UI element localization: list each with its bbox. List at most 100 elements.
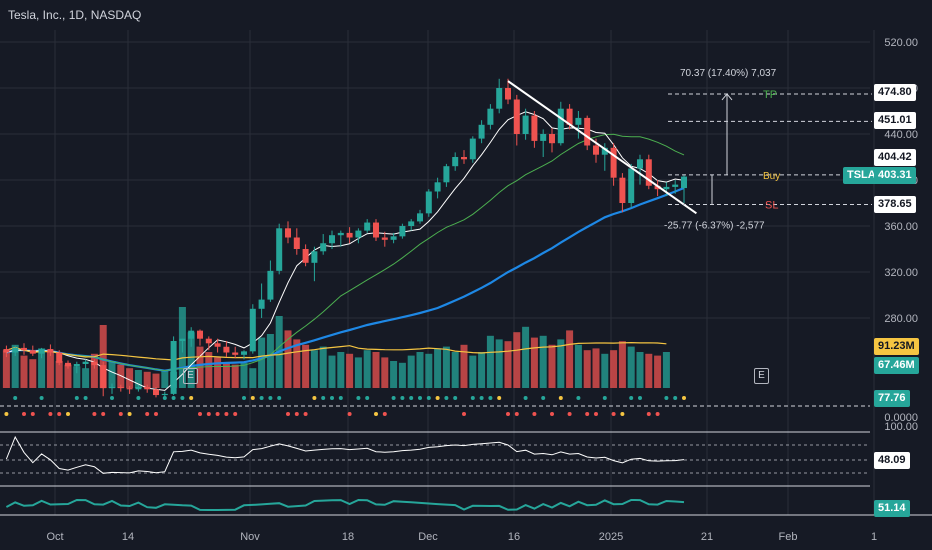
volume-bar xyxy=(337,352,345,388)
candle-body xyxy=(540,134,547,141)
volume-bar xyxy=(381,357,389,388)
candle-body xyxy=(575,117,582,125)
candle-body xyxy=(637,159,643,169)
signal-dot xyxy=(365,396,370,400)
candle-body xyxy=(513,99,520,134)
volume-bar xyxy=(99,325,107,388)
candle-body xyxy=(249,308,256,352)
volume-bar xyxy=(346,353,354,388)
earnings-marker[interactable]: E xyxy=(183,368,198,384)
candle-body xyxy=(337,232,344,236)
price-badge-tp: 474.80 xyxy=(874,84,916,101)
candle-body xyxy=(109,387,115,389)
price-tick-label: 360.00 xyxy=(884,221,918,233)
volume-bar xyxy=(143,371,151,388)
volume-bar xyxy=(214,357,222,388)
current-price-badge: 403.31 xyxy=(874,167,916,184)
candle-body xyxy=(311,251,318,263)
signal-dot xyxy=(22,412,26,416)
candle-body xyxy=(346,232,353,238)
candle-body xyxy=(21,347,27,351)
signal-dot xyxy=(673,396,678,400)
volume-bar xyxy=(495,339,503,388)
signal-dot xyxy=(523,396,528,400)
signal-dot xyxy=(154,412,158,416)
candle-body xyxy=(408,221,415,226)
candle-body xyxy=(593,145,599,155)
volume-bar xyxy=(442,346,450,388)
candle-body xyxy=(91,361,98,366)
signal-dot xyxy=(567,412,572,416)
volume-bar xyxy=(557,339,565,388)
earnings-marker-upcoming[interactable]: E xyxy=(754,368,769,384)
candle-body xyxy=(302,249,309,263)
volume-bar xyxy=(434,348,442,388)
volume-bar xyxy=(161,370,169,388)
candle-body xyxy=(73,364,80,367)
volume-bar xyxy=(539,335,547,388)
ticker-badge: TSLA xyxy=(843,167,880,184)
volume-bar xyxy=(618,341,626,388)
signal-dot xyxy=(224,412,229,416)
volume-bar xyxy=(654,355,662,388)
candle-body xyxy=(364,222,371,231)
volume-bar xyxy=(64,364,72,388)
sl-label: SL xyxy=(765,200,778,212)
candle-body xyxy=(153,389,159,396)
signal-dot xyxy=(382,412,387,416)
volume-bar xyxy=(469,355,477,388)
signal-dot xyxy=(39,396,44,400)
signal-dot xyxy=(629,396,634,400)
signal-dot xyxy=(514,412,519,416)
signal-dot xyxy=(356,396,361,400)
signal-dot xyxy=(110,396,114,400)
volume-bar xyxy=(328,355,336,388)
price-tick-label: 320.00 xyxy=(884,267,918,279)
signal-dot xyxy=(30,412,35,416)
candle-body xyxy=(82,361,89,364)
volume-bar xyxy=(231,364,239,388)
volume-ma-badge: 91.23M xyxy=(874,338,919,355)
candle-body xyxy=(373,222,379,238)
candle-body xyxy=(566,108,573,125)
signal-dot xyxy=(198,412,202,416)
rsi-badge: 48.09 xyxy=(874,452,910,469)
candle-body xyxy=(469,138,476,160)
volume-bar xyxy=(2,350,10,388)
signal-dot xyxy=(611,412,616,416)
candle-body xyxy=(223,346,230,353)
tp-arrowhead xyxy=(721,93,733,101)
signal-dot xyxy=(638,396,642,400)
candle-body xyxy=(205,338,212,344)
candle-body xyxy=(355,230,362,238)
price-badge-entry: 404.42 xyxy=(874,149,916,166)
signal-dot xyxy=(101,412,106,416)
candle-body xyxy=(663,186,670,190)
volume-bar xyxy=(55,361,63,388)
volume-bar xyxy=(522,326,530,388)
candle-body xyxy=(549,134,555,144)
candle-body xyxy=(557,108,564,144)
signal-dot xyxy=(171,396,176,400)
candle-body xyxy=(452,157,459,167)
signal-dot xyxy=(312,396,317,400)
candle-body xyxy=(478,124,485,139)
signal-dot xyxy=(330,396,334,400)
rsi-line xyxy=(5,435,685,474)
volume-bar xyxy=(407,355,415,388)
candle-body xyxy=(425,191,432,214)
price-tick-label: 440.00 xyxy=(884,129,918,141)
signal-dot xyxy=(585,412,590,416)
candle-body xyxy=(170,341,177,394)
oscillator-badge: 51.14 xyxy=(874,500,910,517)
candle-body xyxy=(390,236,397,240)
candle-body xyxy=(56,352,63,363)
signal-dot xyxy=(303,412,308,416)
signal-dot xyxy=(233,412,238,416)
volume-bar xyxy=(460,344,468,388)
candle-body xyxy=(179,338,186,341)
signal-dot xyxy=(83,396,88,400)
signal-dot xyxy=(206,412,211,416)
time-tick-label: 16 xyxy=(508,531,520,543)
